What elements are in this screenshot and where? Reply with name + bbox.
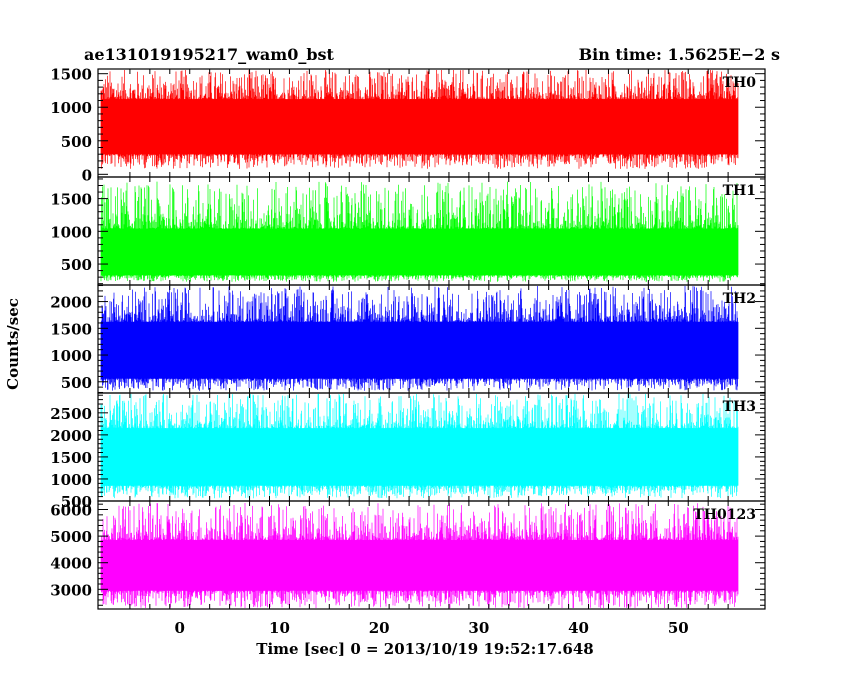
x-tick-label: 0 (175, 619, 185, 637)
y-axis-label: Counts/sec (4, 298, 22, 390)
y-tick-label-th2: 2000 (50, 294, 92, 312)
y-tick-label-th0123: 5000 (50, 528, 92, 546)
panel-label-th0123: TH0123 (693, 507, 756, 523)
y-tick-label-th0: 1000 (50, 99, 92, 117)
panel-label-th0: TH0 (723, 75, 757, 91)
y-tick-label-th0123: 4000 (50, 555, 92, 573)
y-tick-label-th1: 1000 (50, 223, 92, 241)
x-tick-label: 40 (568, 619, 589, 637)
y-tick-label-th3: 1000 (50, 471, 92, 489)
x-tick-label: 10 (269, 619, 290, 637)
y-tick-label-th0: 0 (82, 166, 92, 184)
panel-th3: 500 1000 1500 2000 2500 TH3 (50, 392, 766, 511)
y-tick-label-th1: 500 (61, 256, 92, 274)
y-tick-label-th3: 500 (61, 493, 92, 511)
panel-th1: 500 1000 1500 TH1 (50, 176, 766, 286)
plot-title: ae131019195217_wam0_bst (84, 45, 335, 64)
y-tick-label-th0123: 3000 (50, 581, 92, 599)
x-axis: 0 10 20 30 40 50 (175, 619, 689, 637)
panel-th0: 0 500 1000 1500 TH0 (50, 66, 766, 184)
y-tick-label-th3: 2500 (50, 405, 92, 423)
x-tick-label: 50 (668, 619, 689, 637)
panel-label-th1: TH1 (723, 183, 756, 199)
y-tick-label-th2: 1500 (50, 320, 92, 338)
y-tick-label-th0: 1500 (50, 66, 92, 84)
panel-label-th3: TH3 (723, 399, 756, 415)
panel-th0123: 3000 4000 5000 6000 TH0123 (50, 500, 766, 610)
panel-th2: 500 1000 1500 2000 TH2 (50, 284, 766, 394)
series-th3-core (100, 428, 739, 486)
y-tick-label-th3: 2000 (50, 427, 92, 445)
x-tick-label: 30 (468, 619, 489, 637)
x-axis-label: Time [sec] 0 = 2013/10/19 19:52:17.648 (256, 640, 593, 658)
panels-group: 0 500 1000 1500 TH0 500 1000 1500 TH1 500 1000 1500… (50, 66, 766, 610)
y-tick-label-th0123: 6000 (50, 502, 92, 520)
series-th0-core (100, 99, 739, 155)
series-th1-core (100, 228, 739, 276)
bin-time-label: Bin time: 1.5625E−2 s (579, 45, 780, 64)
series-th2-core (100, 321, 739, 379)
y-tick-label-th1: 1500 (50, 191, 92, 209)
y-tick-label-th3: 1500 (50, 449, 92, 467)
y-tick-label-th2: 1000 (50, 347, 92, 365)
y-tick-label-th0: 500 (61, 133, 92, 151)
panel-frame-th0123 (97, 500, 766, 610)
panel-label-th2: TH2 (723, 291, 756, 307)
series-th0123-core (100, 540, 739, 591)
y-tick-label-th2: 500 (61, 374, 92, 392)
x-tick-label: 20 (369, 619, 390, 637)
